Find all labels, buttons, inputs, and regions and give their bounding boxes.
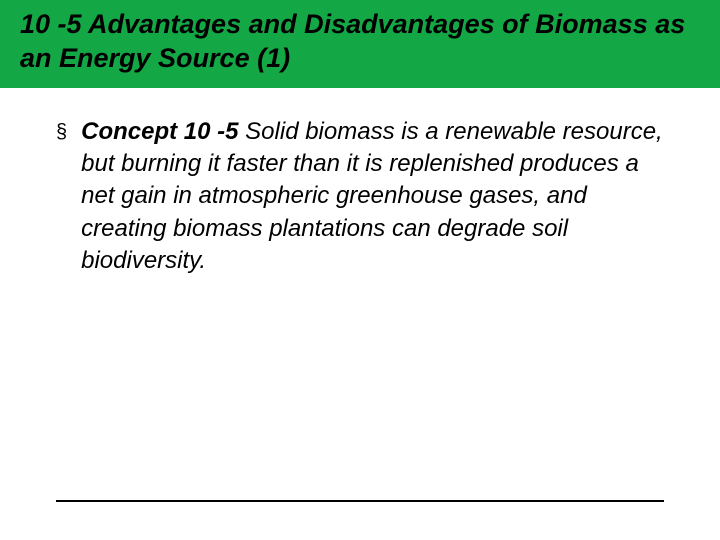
footer-divider xyxy=(56,500,664,502)
slide-content: § Concept 10 -5 Solid biomass is a renew… xyxy=(0,88,720,278)
bullet-marker: § xyxy=(56,116,67,146)
bullet-item: § Concept 10 -5 Solid biomass is a renew… xyxy=(56,116,664,278)
bullet-text: Concept 10 -5 Solid biomass is a renewab… xyxy=(81,116,664,278)
slide-header: 10 -5 Advantages and Disadvantages of Bi… xyxy=(0,0,720,88)
concept-label: Concept 10 -5 xyxy=(81,118,238,145)
slide-title: 10 -5 Advantages and Disadvantages of Bi… xyxy=(20,8,700,76)
